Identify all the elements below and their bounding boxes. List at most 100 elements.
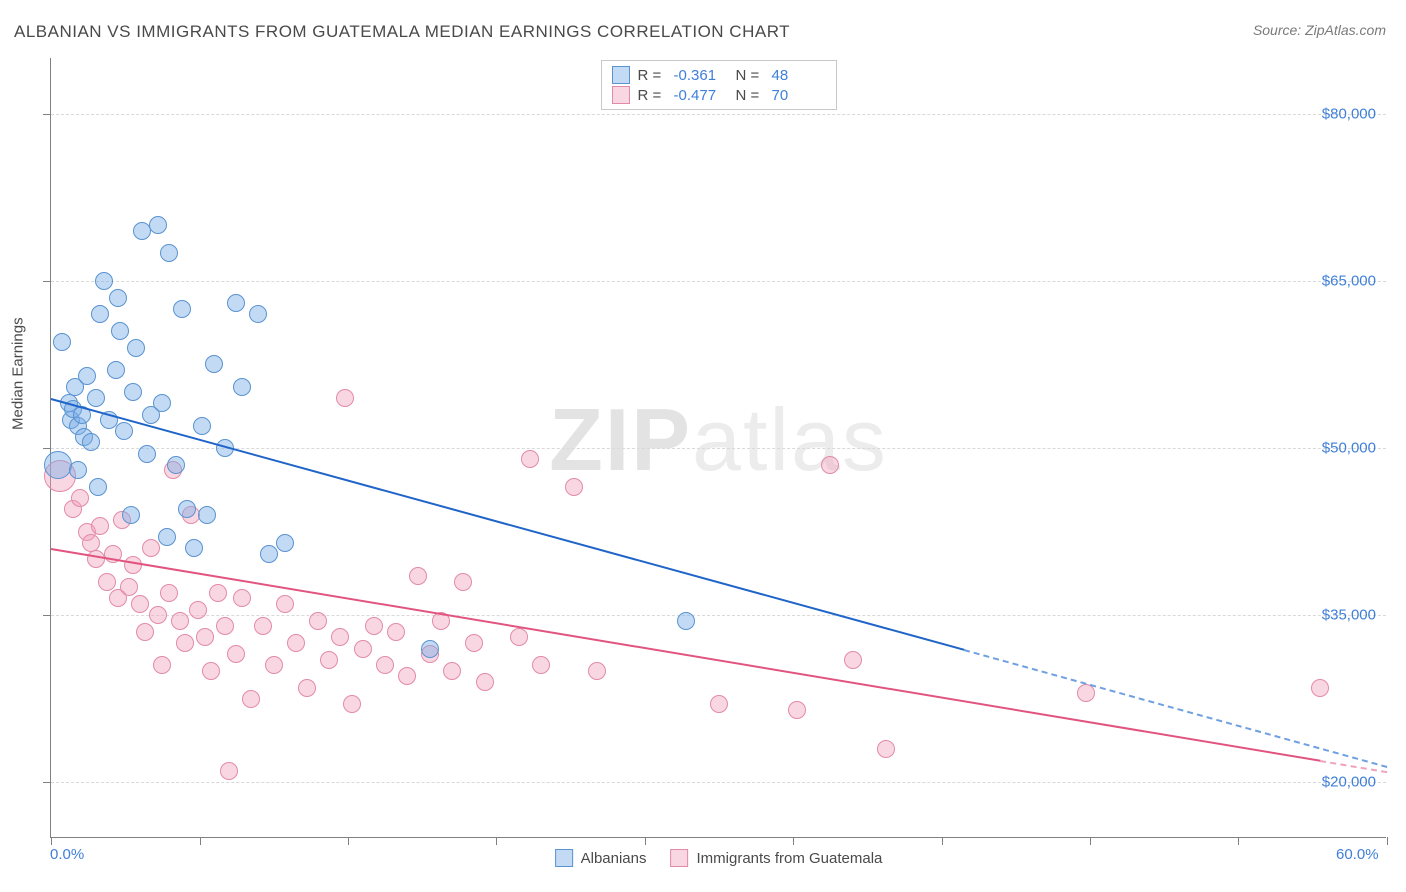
watermark-atlas: atlas — [692, 389, 888, 488]
data-point — [376, 656, 394, 674]
y-tick-label: $20,000 — [1322, 774, 1376, 791]
trend-line — [51, 398, 964, 651]
x-tick-mark — [348, 837, 349, 845]
watermark-zip: ZIP — [549, 389, 692, 488]
data-point — [233, 378, 251, 396]
data-point — [287, 634, 305, 652]
data-point — [131, 595, 149, 613]
legend-stats-row-1: R = -0.477 N = 70 — [612, 85, 826, 105]
data-point — [249, 305, 267, 323]
data-point — [53, 333, 71, 351]
data-point — [821, 456, 839, 474]
data-point — [176, 634, 194, 652]
data-point — [465, 634, 483, 652]
x-tick-mark — [51, 837, 52, 845]
data-point — [260, 545, 278, 563]
data-point — [198, 506, 216, 524]
data-point — [82, 433, 100, 451]
legend-n-label-1: N = — [736, 87, 764, 104]
trend-line — [1320, 760, 1387, 773]
legend-n-value-1: 70 — [772, 87, 826, 104]
data-point — [476, 673, 494, 691]
y-tick-mark — [43, 782, 51, 783]
data-point — [443, 662, 461, 680]
x-tick-mark — [793, 837, 794, 845]
data-point — [276, 534, 294, 552]
data-point — [124, 383, 142, 401]
y-tick-mark — [43, 615, 51, 616]
y-axis-title: Median Earnings — [10, 317, 27, 430]
y-tick-mark — [43, 448, 51, 449]
data-point — [387, 623, 405, 641]
data-point — [160, 244, 178, 262]
y-tick-mark — [43, 281, 51, 282]
legend-swatch-bottom-1 — [671, 849, 689, 867]
data-point — [202, 662, 220, 680]
data-point — [710, 695, 728, 713]
data-point — [510, 628, 528, 646]
grid-line — [51, 281, 1386, 282]
plot-area: ZIPatlas R = -0.361 N = 48 R = -0.477 N … — [50, 58, 1386, 838]
data-point — [122, 506, 140, 524]
legend-r-label-1: R = — [638, 87, 666, 104]
data-point — [178, 500, 196, 518]
data-point — [588, 662, 606, 680]
data-point — [209, 584, 227, 602]
x-axis-max-label: 60.0% — [1336, 846, 1379, 863]
legend-swatch-1 — [612, 86, 630, 104]
data-point — [242, 690, 260, 708]
x-tick-mark — [1387, 837, 1388, 845]
data-point — [1311, 679, 1329, 697]
x-tick-mark — [942, 837, 943, 845]
chart-title: ALBANIAN VS IMMIGRANTS FROM GUATEMALA ME… — [14, 22, 790, 42]
x-tick-mark — [496, 837, 497, 845]
data-point — [409, 567, 427, 585]
data-point — [158, 528, 176, 546]
x-tick-mark — [1090, 837, 1091, 845]
data-point — [454, 573, 472, 591]
data-point — [336, 389, 354, 407]
x-tick-mark — [200, 837, 201, 845]
legend-n-label-0: N = — [736, 67, 764, 84]
trend-line — [964, 649, 1388, 768]
x-tick-mark — [645, 837, 646, 845]
legend-stats: R = -0.361 N = 48 R = -0.477 N = 70 — [601, 60, 837, 110]
data-point — [220, 762, 238, 780]
legend-r-label-0: R = — [638, 67, 666, 84]
data-point — [565, 478, 583, 496]
data-point — [44, 451, 72, 479]
data-point — [124, 556, 142, 574]
data-point — [167, 456, 185, 474]
data-point — [196, 628, 214, 646]
data-point — [354, 640, 372, 658]
x-tick-mark — [1238, 837, 1239, 845]
data-point — [521, 450, 539, 468]
watermark: ZIPatlas — [549, 388, 888, 490]
legend-swatch-0 — [612, 66, 630, 84]
data-point — [71, 489, 89, 507]
y-tick-label: $65,000 — [1322, 272, 1376, 289]
data-point — [120, 578, 138, 596]
data-point — [844, 651, 862, 669]
data-point — [677, 612, 695, 630]
x-axis-min-label: 0.0% — [50, 846, 84, 863]
data-point — [91, 517, 109, 535]
legend-item-0: Albanians — [555, 849, 647, 867]
data-point — [149, 216, 167, 234]
data-point — [69, 461, 87, 479]
legend-swatch-bottom-0 — [555, 849, 573, 867]
legend-r-value-1: -0.477 — [674, 87, 728, 104]
legend-item-1: Immigrants from Guatemala — [671, 849, 883, 867]
data-point — [298, 679, 316, 697]
data-point — [142, 539, 160, 557]
data-point — [227, 294, 245, 312]
legend-label-1: Immigrants from Guatemala — [697, 850, 883, 867]
data-point — [87, 389, 105, 407]
data-point — [98, 573, 116, 591]
grid-line — [51, 615, 1386, 616]
data-point — [149, 606, 167, 624]
data-point — [227, 645, 245, 663]
data-point — [115, 422, 133, 440]
grid-line — [51, 782, 1386, 783]
data-point — [421, 640, 439, 658]
